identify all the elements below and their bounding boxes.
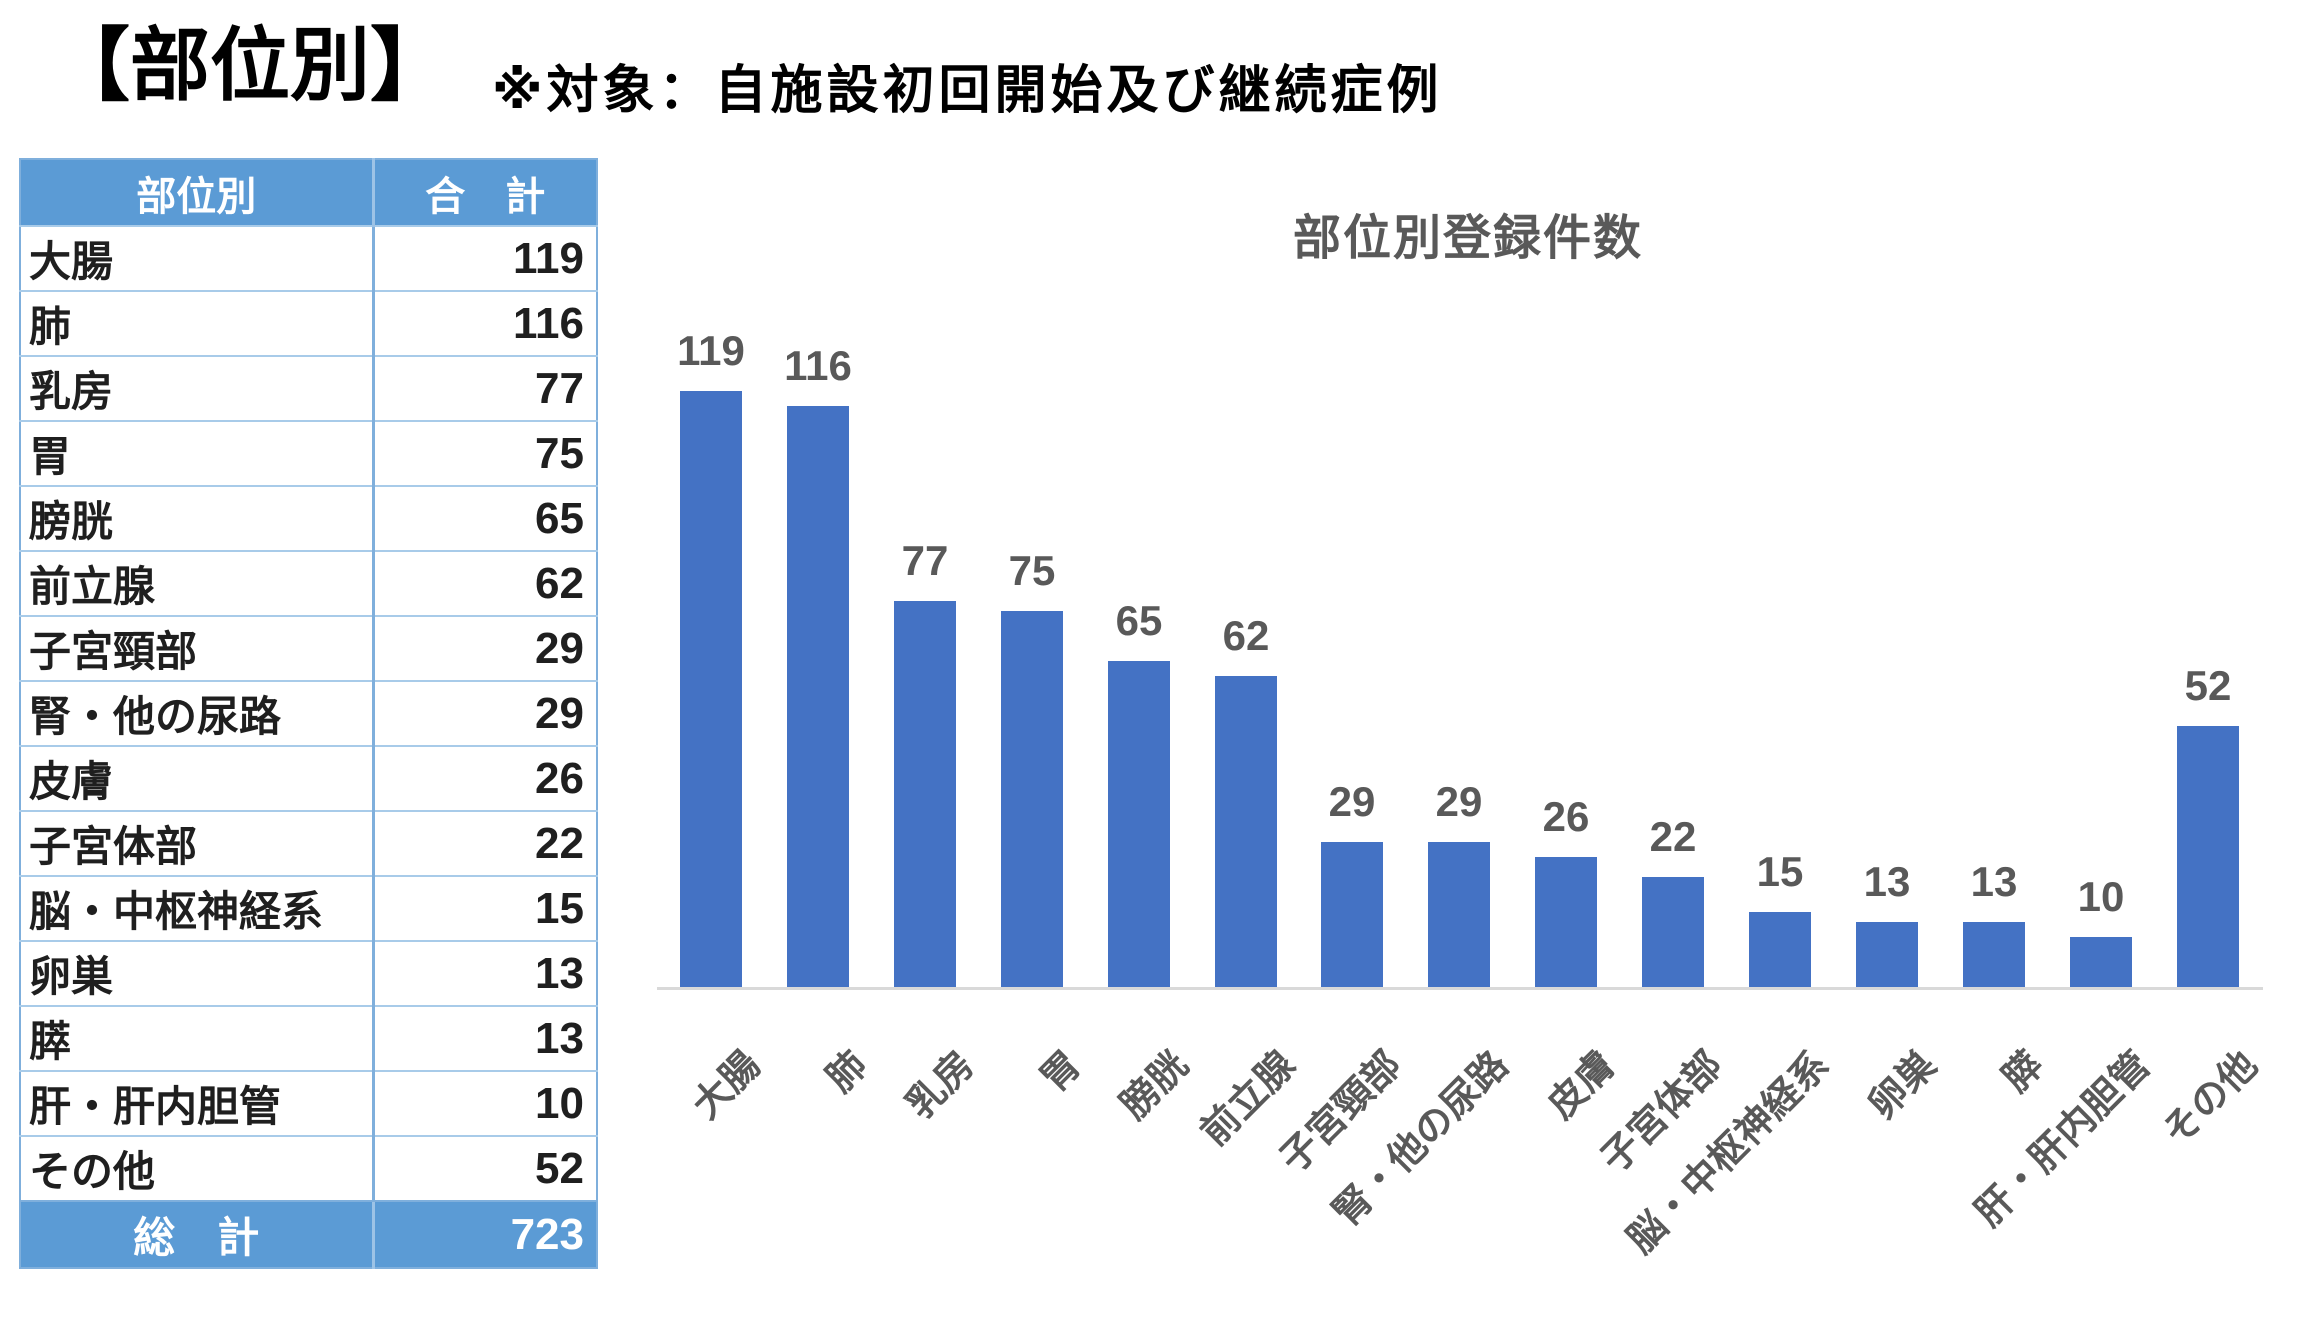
bar-value-label: 116 — [784, 342, 852, 389]
table-cell-part-label: 胃 — [20, 420, 375, 486]
table-cell-part-label: 卵巣 — [20, 940, 375, 1006]
bar-卵巣 — [1856, 922, 1918, 987]
table-cell-part-label: 腎・他の尿路 — [20, 680, 375, 746]
table-cell-count: 15 — [373, 875, 597, 941]
table-row: 乳房 77 — [20, 355, 597, 421]
bar-脳・中枢神経系 — [1749, 912, 1811, 987]
table-row: 子宮体部 22 — [20, 810, 597, 876]
table-cell-count: 29 — [373, 615, 597, 681]
bar-膵 — [1963, 922, 2025, 987]
bar-value-label: 22 — [1649, 813, 1697, 860]
bar-value-label: 52 — [2184, 662, 2232, 709]
table-cell-part-label: 乳房 — [20, 355, 375, 421]
bar-腎・他の尿路 — [1428, 842, 1490, 987]
table-cell-count: 29 — [373, 680, 597, 746]
page-subtitle-note: ※対象：自施設初回開始及び継続症例 — [492, 62, 1443, 120]
bar-子宮体部 — [1642, 877, 1704, 987]
page-title: 【部位別】 — [50, 21, 450, 110]
bar-value-label: 119 — [677, 327, 745, 374]
table-cell-count: 22 — [373, 810, 597, 876]
table-header-part: 部位別 — [20, 159, 373, 226]
bar-肝・肝内胆管 — [2070, 937, 2132, 987]
table-cell-part-label: その他 — [20, 1135, 375, 1201]
table-cell-count: 119 — [373, 225, 597, 291]
table-cell-part-label: 肺 — [20, 290, 375, 356]
table-row: 脳・中枢神経系 15 — [20, 875, 597, 941]
table-row: 腎・他の尿路 29 — [20, 680, 597, 746]
bar-value-label: 29 — [1328, 778, 1376, 825]
table-header-total: 合 計 — [371, 159, 597, 226]
table-total-label: 総 計 — [20, 1200, 373, 1268]
table-cell-count: 13 — [373, 1005, 597, 1071]
table-cell-part-label: 脳・中枢神経系 — [20, 875, 375, 941]
table-row: 大腸 119 — [20, 225, 597, 291]
table-row: 膵 13 — [20, 1005, 597, 1071]
bar-value-label: 10 — [2077, 873, 2125, 920]
bar-大腸 — [680, 391, 742, 987]
table-row: 子宮頸部 29 — [20, 615, 597, 681]
table-row: 卵巣 13 — [20, 940, 597, 1006]
bar-value-label: 26 — [1542, 793, 1590, 840]
bar-value-label: 15 — [1756, 848, 1804, 895]
bar-肺 — [787, 406, 849, 987]
bar-その他 — [2177, 726, 2239, 987]
table-cell-count: 116 — [373, 290, 597, 356]
table-cell-count: 26 — [373, 745, 597, 811]
table-row: その他 52 — [20, 1135, 597, 1201]
bar-前立腺 — [1215, 676, 1277, 987]
table-cell-count: 75 — [373, 420, 597, 486]
bar-皮膚 — [1535, 857, 1597, 987]
table-row: 皮膚 26 — [20, 745, 597, 811]
table-total-value: 723 — [371, 1200, 597, 1268]
table-cell-part-label: 肝・肝内胆管 — [20, 1070, 375, 1136]
table-cell-part-label: 前立腺 — [20, 550, 375, 616]
bar-膀胱 — [1108, 661, 1170, 987]
table-row: 膀胱 65 — [20, 485, 597, 551]
table-cell-count: 65 — [373, 485, 597, 551]
table-cell-count: 13 — [373, 940, 597, 1006]
bar-value-label: 62 — [1222, 612, 1270, 659]
table-total-row: 総 計 723 — [20, 1200, 597, 1268]
table-row: 胃 75 — [20, 420, 597, 486]
table-cell-part-label: 皮膚 — [20, 745, 375, 811]
table-header-row: 部位別 合 計 — [20, 159, 597, 226]
bar-value-label: 65 — [1115, 597, 1163, 644]
table-cell-count: 77 — [373, 355, 597, 421]
bar-value-label: 13 — [1970, 858, 2018, 905]
bar-value-label: 29 — [1435, 778, 1483, 825]
bar-value-label: 77 — [901, 537, 949, 584]
table-cell-part-label: 膵 — [20, 1005, 375, 1071]
parts-count-table: 部位別 合 計 大腸 119 肺 116 乳房 77 胃 75 膀胱 65 前立腺 62 子宮頸部 29 腎… — [19, 158, 598, 1269]
table-cell-count: 62 — [373, 550, 597, 616]
x-axis-line — [657, 987, 2263, 990]
chart-title: 部位別登録件数 — [1292, 212, 1643, 265]
table-cell-part-label: 子宮頸部 — [20, 615, 375, 681]
table-cell-part-label: 大腸 — [20, 225, 375, 291]
bar-胃 — [1001, 611, 1063, 987]
table-cell-count: 10 — [373, 1070, 597, 1136]
bar-value-label: 75 — [1008, 547, 1056, 594]
bar-乳房 — [894, 601, 956, 987]
table-cell-part-label: 子宮体部 — [20, 810, 375, 876]
table-cell-count: 52 — [373, 1135, 597, 1201]
bar-value-label: 13 — [1863, 858, 1911, 905]
table-cell-part-label: 膀胱 — [20, 485, 375, 551]
table-row: 前立腺 62 — [20, 550, 597, 616]
table-row: 肝・肝内胆管 10 — [20, 1070, 597, 1136]
table-row: 肺 116 — [20, 290, 597, 356]
bar-子宮頸部 — [1321, 842, 1383, 987]
